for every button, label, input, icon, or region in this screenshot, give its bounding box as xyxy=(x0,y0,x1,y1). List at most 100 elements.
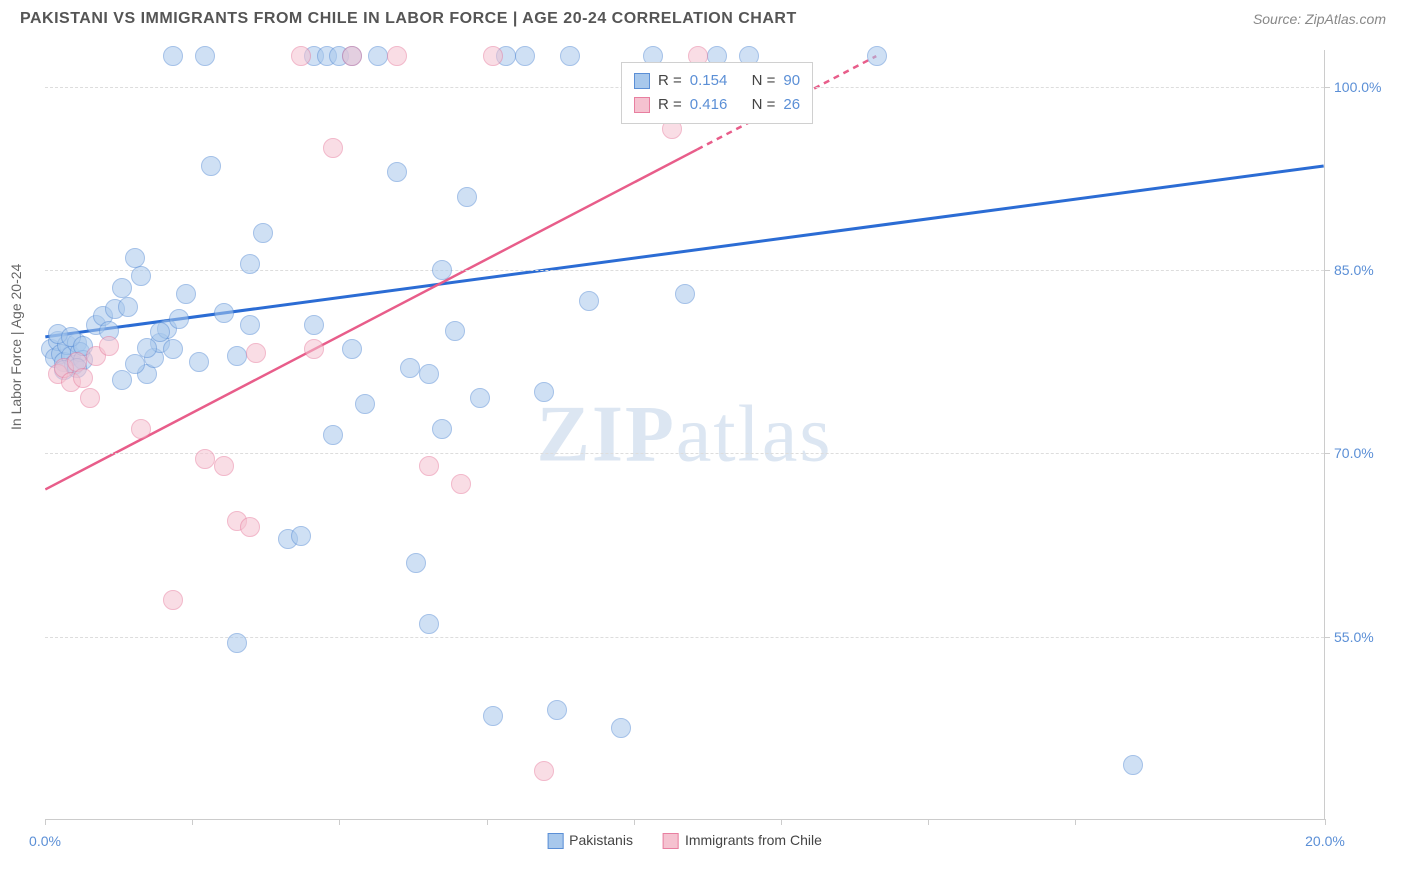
data-point xyxy=(1123,755,1143,775)
tick-mark-y xyxy=(1324,270,1330,271)
data-point xyxy=(470,388,490,408)
legend-swatch xyxy=(634,73,650,89)
tick-mark-x xyxy=(928,819,929,825)
data-point xyxy=(457,187,477,207)
data-point xyxy=(445,321,465,341)
grid-line-h xyxy=(45,453,1324,454)
r-value: 0.416 xyxy=(690,93,728,117)
data-point xyxy=(137,338,157,358)
legend-swatch xyxy=(634,97,650,113)
data-point xyxy=(125,248,145,268)
y-axis-label: In Labor Force | Age 20-24 xyxy=(8,264,24,430)
data-point xyxy=(483,46,503,66)
legend-swatch xyxy=(547,833,563,849)
data-point xyxy=(169,309,189,329)
data-point xyxy=(419,364,439,384)
data-point xyxy=(291,526,311,546)
data-point xyxy=(80,388,100,408)
n-label: N = xyxy=(752,93,776,117)
tick-mark-x xyxy=(192,819,193,825)
series-legend-label: Immigrants from Chile xyxy=(685,832,822,848)
tick-mark-x xyxy=(781,819,782,825)
y-tick-label: 70.0% xyxy=(1334,445,1394,461)
data-point xyxy=(118,297,138,317)
data-point xyxy=(240,254,260,274)
data-point xyxy=(240,517,260,537)
correlation-legend-row: R =0.154 N =90 xyxy=(634,69,800,93)
data-point xyxy=(368,46,388,66)
watermark-zip: ZIP xyxy=(537,390,676,478)
data-point xyxy=(214,456,234,476)
data-point xyxy=(189,352,209,372)
tick-mark-x xyxy=(1075,819,1076,825)
data-point xyxy=(867,46,887,66)
data-point xyxy=(323,425,343,445)
data-point xyxy=(419,456,439,476)
data-point xyxy=(355,394,375,414)
data-point xyxy=(323,138,343,158)
data-point xyxy=(432,260,452,280)
n-value: 90 xyxy=(783,69,800,93)
data-point xyxy=(560,46,580,66)
data-point xyxy=(304,315,324,335)
data-point xyxy=(611,718,631,738)
n-label: N = xyxy=(752,69,776,93)
data-point xyxy=(125,354,145,374)
chart-title: PAKISTANI VS IMMIGRANTS FROM CHILE IN LA… xyxy=(20,10,797,28)
data-point xyxy=(163,46,183,66)
data-point xyxy=(451,474,471,494)
y-tick-label: 100.0% xyxy=(1334,79,1394,95)
series-legend-item: Immigrants from Chile xyxy=(663,832,822,849)
data-point xyxy=(240,315,260,335)
data-point xyxy=(400,358,420,378)
correlation-legend: R = 0.154 N = 90R = 0.416 N = 26 xyxy=(621,62,813,124)
chart-plot-area: ZIPatlas 55.0%70.0%85.0%100.0%0.0%20.0%R… xyxy=(45,50,1325,820)
data-point xyxy=(432,419,452,439)
data-point xyxy=(547,700,567,720)
data-point xyxy=(150,322,170,342)
data-point xyxy=(342,339,362,359)
data-point xyxy=(201,156,221,176)
data-point xyxy=(406,553,426,573)
grid-line-h xyxy=(45,270,1324,271)
legend-swatch xyxy=(663,833,679,849)
y-tick-label: 85.0% xyxy=(1334,262,1394,278)
data-point xyxy=(112,278,132,298)
data-point xyxy=(131,419,151,439)
data-point xyxy=(163,339,183,359)
data-point xyxy=(195,46,215,66)
data-point xyxy=(227,346,247,366)
tick-mark-x xyxy=(1325,819,1326,825)
data-point xyxy=(131,266,151,286)
series-legend: Pakistanis Immigrants from Chile xyxy=(547,832,822,849)
r-value: 0.154 xyxy=(690,69,728,93)
data-point xyxy=(73,368,93,388)
data-point xyxy=(246,343,266,363)
x-tick-label: 20.0% xyxy=(1305,833,1345,849)
data-point xyxy=(579,291,599,311)
tick-mark-y xyxy=(1324,453,1330,454)
data-point xyxy=(675,284,695,304)
r-label: R = xyxy=(658,93,682,117)
tick-mark-x xyxy=(487,819,488,825)
tick-mark-x xyxy=(45,819,46,825)
source-label: Source: ZipAtlas.com xyxy=(1253,11,1386,27)
data-point xyxy=(112,370,132,390)
watermark: ZIPatlas xyxy=(537,389,833,480)
y-tick-label: 55.0% xyxy=(1334,629,1394,645)
trend-lines-svg xyxy=(45,50,1324,819)
data-point xyxy=(342,46,362,66)
tick-mark-x xyxy=(339,819,340,825)
n-value: 26 xyxy=(783,93,800,117)
data-point xyxy=(291,46,311,66)
data-point xyxy=(483,706,503,726)
data-point xyxy=(163,590,183,610)
data-point xyxy=(515,46,535,66)
data-point xyxy=(387,46,407,66)
series-legend-label: Pakistanis xyxy=(569,832,633,848)
data-point xyxy=(419,614,439,634)
tick-mark-y xyxy=(1324,637,1330,638)
data-point xyxy=(387,162,407,182)
correlation-legend-row: R = 0.416 N = 26 xyxy=(634,93,800,117)
data-point xyxy=(534,382,554,402)
